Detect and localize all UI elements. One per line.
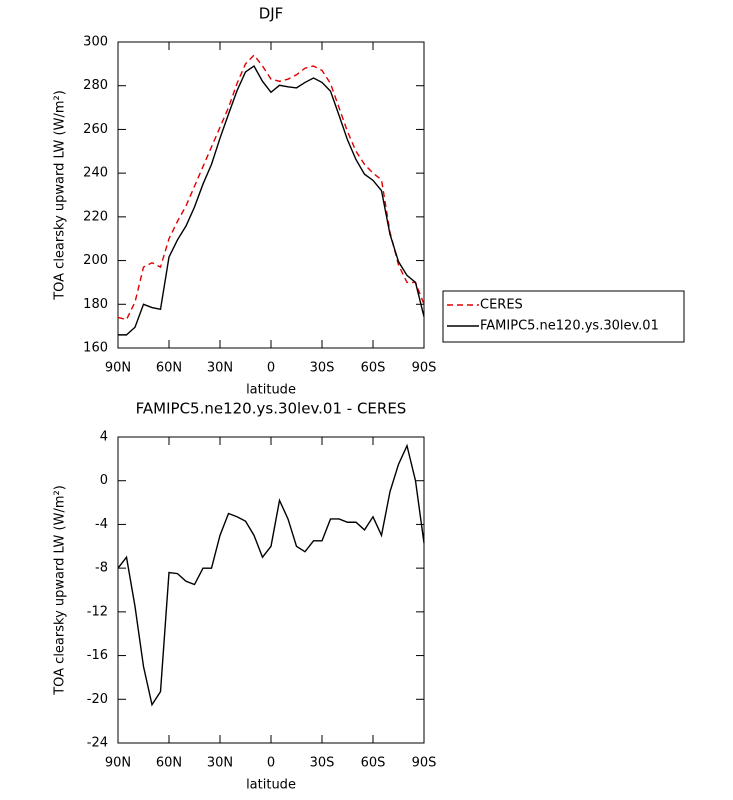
x-tick-label: 60N	[156, 756, 182, 771]
y-tick-label: 280	[83, 78, 108, 93]
chart-title: DJF	[259, 5, 284, 23]
y-tick-label: -24	[87, 736, 108, 751]
y-tick-label: 160	[83, 341, 108, 356]
y-tick-label: -4	[95, 517, 108, 532]
legend-label: CERES	[480, 298, 523, 313]
y-tick-label: 220	[83, 209, 108, 224]
x-tick-label: 90N	[105, 361, 131, 376]
y-axis-label: TOA clearsky upward LW (W/m²)	[53, 485, 68, 696]
y-tick-label: -8	[95, 561, 108, 576]
y-tick-label: 300	[83, 35, 108, 50]
y-tick-label: -16	[87, 648, 108, 663]
x-tick-label: 90S	[412, 361, 437, 376]
x-tick-label: 0	[267, 361, 275, 376]
y-tick-label: -12	[87, 604, 108, 619]
y-tick-label: 200	[83, 253, 108, 268]
y-tick-label: 240	[83, 166, 108, 181]
y-tick-label: -20	[87, 692, 108, 707]
data-line	[118, 65, 425, 336]
x-tick-label: 30S	[310, 756, 335, 771]
x-tick-label: 60S	[361, 756, 386, 771]
data-line	[117, 54, 425, 321]
x-axis-label: latitude	[246, 778, 296, 793]
x-tick-label: 90S	[412, 756, 437, 771]
chart-title: FAMIPC5.ne120.ys.30lev.01 - CERES	[136, 400, 407, 418]
y-tick-label: 180	[83, 297, 108, 312]
plot-frame	[117, 436, 425, 744]
y-axis-label: TOA clearsky upward LW (W/m²)	[53, 90, 68, 301]
legend-label: FAMIPC5.ne120.ys.30lev.01	[480, 319, 659, 334]
y-tick-label: 4	[100, 430, 108, 445]
x-tick-label: 30N	[207, 361, 233, 376]
x-tick-label: 60N	[156, 361, 182, 376]
x-tick-label: 30N	[207, 756, 233, 771]
legend-box	[442, 290, 685, 343]
data-line	[117, 443, 425, 707]
x-tick-label: 30S	[310, 361, 335, 376]
plot-frame	[117, 41, 425, 349]
y-tick-label: 260	[83, 122, 108, 137]
y-tick-label: 0	[100, 473, 108, 488]
x-tick-label: 0	[267, 756, 275, 771]
x-tick-label: 90N	[105, 756, 131, 771]
x-axis-label: latitude	[246, 383, 296, 398]
x-tick-label: 60S	[361, 361, 386, 376]
